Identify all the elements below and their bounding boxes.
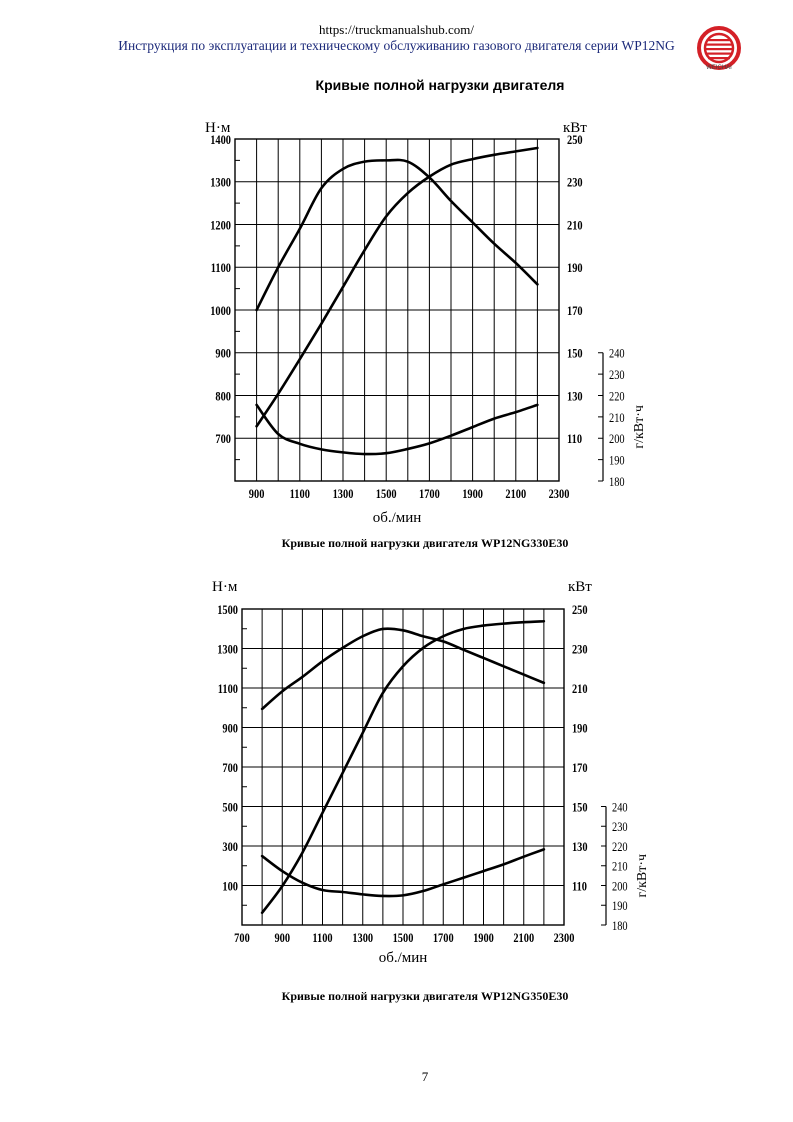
rpm-tick-label: 1300 bbox=[333, 487, 354, 501]
power-axis-label: кВт bbox=[563, 120, 587, 136]
rpm-tick-label: 1900 bbox=[473, 931, 494, 945]
bsfc-curve bbox=[255, 403, 539, 456]
power-curve bbox=[260, 619, 546, 915]
chart-caption-330: Кривые полной нагрузки двигателя WP12NG3… bbox=[281, 536, 569, 550]
rpm-tick-label: 900 bbox=[274, 931, 290, 945]
rpm-tick-label: 900 bbox=[249, 487, 265, 501]
power-axis-label: кВт bbox=[568, 579, 592, 595]
document-subtitle: Инструкция по эксплуатации и техническом… bbox=[118, 38, 675, 53]
rpm-tick-label: 1500 bbox=[376, 487, 397, 501]
power-tick-label: 170 bbox=[572, 761, 588, 775]
bsfc-axis-label: г/кВт·ч bbox=[632, 405, 647, 449]
torque-tick-label: 300 bbox=[222, 840, 238, 854]
bsfc-tick-label: 200 bbox=[609, 432, 625, 446]
torque-axis-label: Н·м bbox=[212, 579, 238, 595]
power-tick-label: 250 bbox=[572, 603, 588, 617]
bsfc-tick-label: 240 bbox=[609, 347, 625, 361]
rpm-axis-label: об./мин bbox=[373, 510, 422, 526]
rpm-tick-label: 1900 bbox=[462, 487, 483, 501]
power-tick-label: 230 bbox=[567, 176, 583, 190]
rpm-tick-label: 1500 bbox=[393, 931, 414, 945]
torque-tick-label: 1400 bbox=[210, 133, 231, 147]
rpm-tick-label: 1100 bbox=[312, 931, 332, 945]
power-tick-label: 110 bbox=[572, 879, 587, 893]
bsfc-tick-label: 210 bbox=[609, 411, 625, 425]
torque-tick-label: 700 bbox=[222, 761, 238, 775]
torque-tick-label: 1200 bbox=[210, 218, 231, 232]
power-tick-label: 130 bbox=[572, 840, 588, 854]
torque-tick-label: 1500 bbox=[217, 603, 238, 617]
rpm-tick-label: 2100 bbox=[513, 931, 534, 945]
torque-tick-label: 900 bbox=[222, 721, 238, 735]
torque-tick-label: 1300 bbox=[210, 176, 231, 190]
rpm-tick-label: 2300 bbox=[549, 487, 570, 501]
bsfc-tick-label: 230 bbox=[612, 820, 628, 834]
rpm-tick-label: 1300 bbox=[352, 931, 373, 945]
power-tick-label: 210 bbox=[572, 682, 588, 696]
torque-curve bbox=[255, 158, 539, 312]
torque-tick-label: 100 bbox=[222, 879, 238, 893]
bsfc-tick-label: 180 bbox=[612, 919, 628, 933]
torque-axis-label: Н·м bbox=[205, 120, 231, 136]
bsfc-tick-label: 210 bbox=[612, 860, 628, 874]
chart-caption-350: Кривые полной нагрузки двигателя WP12NG3… bbox=[281, 989, 569, 1003]
power-tick-label: 110 bbox=[567, 432, 582, 446]
bsfc-curve bbox=[260, 848, 546, 898]
torque-tick-label: 500 bbox=[222, 800, 238, 814]
power-tick-label: 170 bbox=[567, 304, 583, 318]
bsfc-tick-label: 240 bbox=[612, 800, 628, 814]
rpm-tick-label: 700 bbox=[234, 931, 250, 945]
page-title: Кривые полной нагрузки двигателя bbox=[315, 77, 565, 93]
torque-tick-label: 1100 bbox=[211, 261, 231, 275]
power-tick-label: 130 bbox=[567, 389, 583, 403]
torque-tick-label: 1300 bbox=[217, 642, 238, 656]
power-tick-label: 150 bbox=[572, 800, 588, 814]
torque-tick-label: 1000 bbox=[210, 304, 231, 318]
bsfc-tick-label: 200 bbox=[612, 879, 628, 893]
bsfc-tick-label: 190 bbox=[609, 454, 625, 468]
bsfc-tick-label: 230 bbox=[609, 368, 625, 382]
rpm-tick-label: 1700 bbox=[433, 931, 454, 945]
power-tick-label: 210 bbox=[567, 218, 583, 232]
weichai-logo-icon bbox=[697, 26, 741, 70]
torque-curve bbox=[260, 627, 546, 711]
rpm-axis-label: об./мин bbox=[379, 950, 428, 966]
bsfc-tick-label: 220 bbox=[609, 389, 625, 403]
power-tick-label: 190 bbox=[572, 721, 588, 735]
torque-tick-label: 800 bbox=[215, 389, 231, 403]
rpm-tick-label: 2300 bbox=[554, 931, 575, 945]
torque-tick-label: 1100 bbox=[218, 682, 238, 696]
torque-tick-label: 900 bbox=[215, 347, 231, 361]
power-tick-label: 230 bbox=[572, 642, 588, 656]
bsfc-tick-label: 220 bbox=[612, 840, 628, 854]
rpm-tick-label: 2100 bbox=[505, 487, 526, 501]
page-number: 7 bbox=[421, 1069, 429, 1084]
bsfc-axis-label: г/кВт·ч bbox=[635, 854, 650, 898]
logo-text: WEICHAI bbox=[706, 65, 732, 71]
power-tick-label: 150 bbox=[567, 347, 583, 361]
rpm-tick-label: 1100 bbox=[290, 487, 310, 501]
source-url[interactable]: https://truckmanualshub.com/ bbox=[319, 22, 474, 37]
rpm-tick-label: 1700 bbox=[419, 487, 440, 501]
power-curve bbox=[255, 146, 539, 428]
bsfc-tick-label: 190 bbox=[612, 899, 628, 913]
power-tick-label: 250 bbox=[567, 133, 583, 147]
power-tick-label: 190 bbox=[567, 261, 583, 275]
torque-tick-label: 700 bbox=[215, 432, 231, 446]
bsfc-tick-label: 180 bbox=[609, 475, 625, 489]
